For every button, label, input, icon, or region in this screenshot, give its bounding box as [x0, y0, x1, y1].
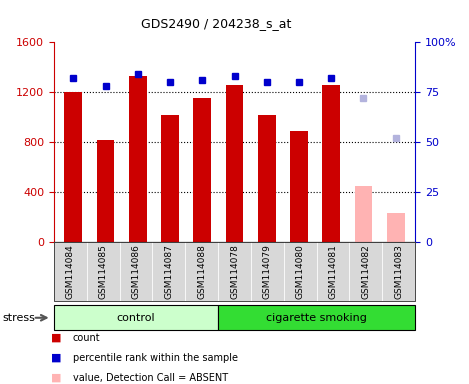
Bar	[290, 131, 308, 242]
Text: GSM114081: GSM114081	[328, 244, 338, 299]
Bar	[97, 140, 114, 242]
Text: cigarette smoking: cigarette smoking	[266, 313, 367, 323]
Text: ■: ■	[51, 373, 61, 383]
Bar	[258, 115, 276, 242]
Text: stress: stress	[2, 313, 35, 323]
Bar	[161, 115, 179, 242]
Text: value, Detection Call = ABSENT: value, Detection Call = ABSENT	[73, 373, 228, 383]
Text: GSM114086: GSM114086	[131, 244, 141, 299]
Text: GSM114079: GSM114079	[263, 244, 272, 299]
Bar	[226, 85, 243, 242]
Text: GSM114084: GSM114084	[66, 244, 75, 299]
Text: GSM114080: GSM114080	[295, 244, 305, 299]
Text: GDS2490 / 204238_s_at: GDS2490 / 204238_s_at	[141, 17, 291, 30]
Bar	[322, 85, 340, 242]
Bar	[355, 186, 372, 242]
Text: ■: ■	[51, 353, 61, 363]
Text: percentile rank within the sample: percentile rank within the sample	[73, 353, 238, 363]
Bar	[129, 76, 147, 242]
Text: GSM114078: GSM114078	[230, 244, 239, 299]
Bar	[193, 98, 211, 242]
Text: count: count	[73, 333, 100, 343]
Text: GSM114085: GSM114085	[98, 244, 108, 299]
Text: ■: ■	[51, 333, 61, 343]
Text: control: control	[117, 313, 155, 323]
Text: GSM114088: GSM114088	[197, 244, 206, 299]
Bar	[387, 213, 405, 242]
Text: GSM114087: GSM114087	[164, 244, 174, 299]
Text: GSM114082: GSM114082	[361, 244, 371, 299]
Bar	[64, 91, 82, 242]
Text: GSM114083: GSM114083	[394, 244, 403, 299]
